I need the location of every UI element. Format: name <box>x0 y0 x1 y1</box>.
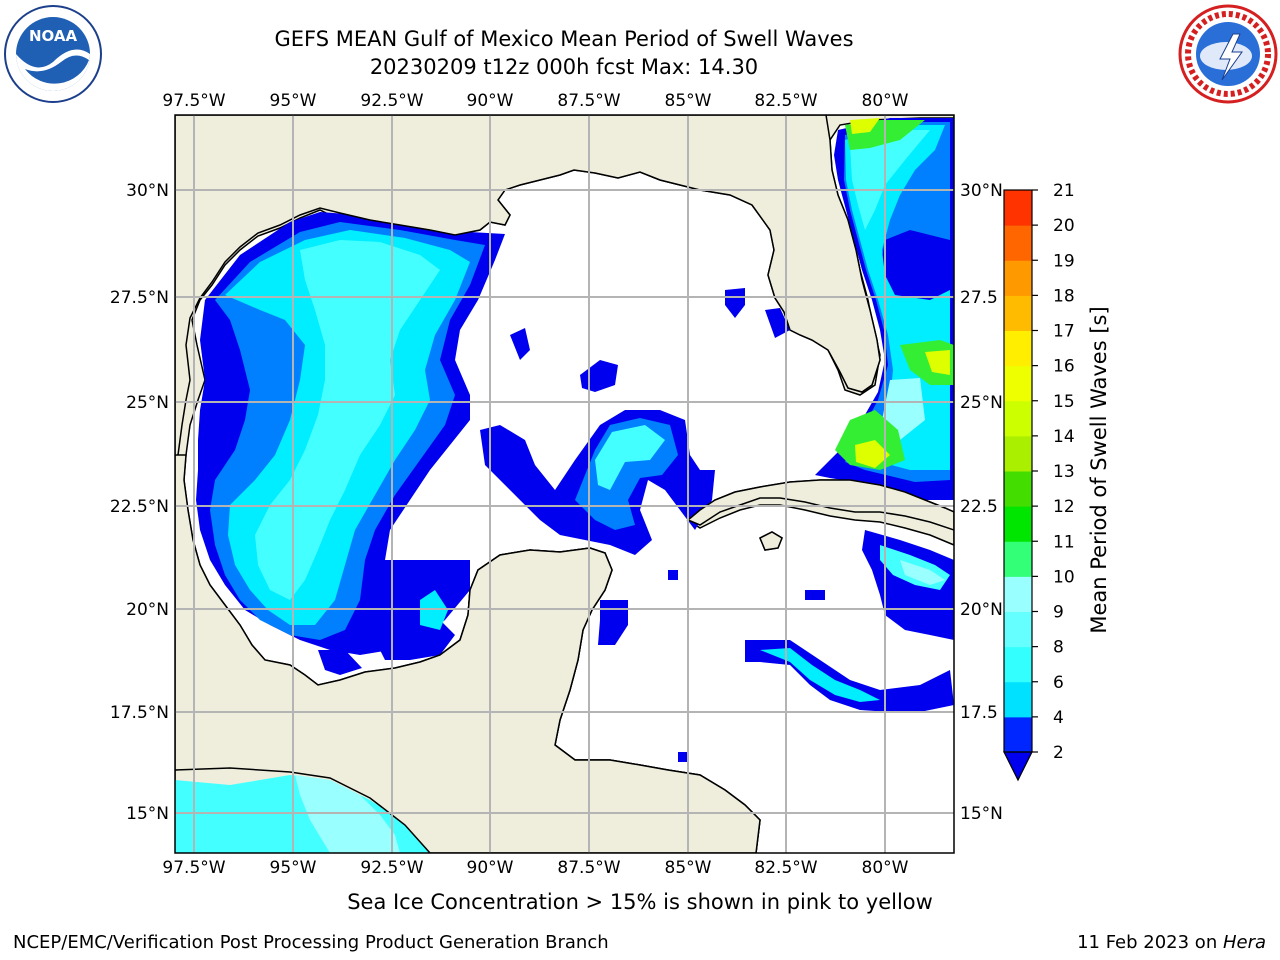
lon-tick-label-bottom: 87.5°W <box>557 858 620 878</box>
lat-tick-label-right: 17.5 <box>960 703 998 723</box>
lon-tick-label-top: 87.5°W <box>557 91 620 111</box>
colorbar-tick-label: 11 <box>1053 532 1075 552</box>
colorbar: 2 4 6 8 9 10 11 12 13 14 15 16 17 18 19 20 21 <box>1003 181 1075 782</box>
lon-tick-label-bottom: 92.5°W <box>360 858 423 878</box>
lon-tick-label-bottom: 80°W <box>862 858 909 878</box>
lat-tick-label-left: 22.5°N <box>110 497 169 517</box>
lat-tick-label-right: 15°N <box>960 804 1003 824</box>
colorbar-segment <box>1004 576 1032 612</box>
footer-machine: Hera <box>1222 932 1266 953</box>
colorbar-tick-label: 19 <box>1053 251 1075 271</box>
footer-credit: NCEP/EMC/Verification Post Processing Pr… <box>13 932 609 953</box>
lon-tick-label-bottom: 82.5°W <box>754 858 817 878</box>
lon-tick-label-bottom: 90°W <box>467 858 514 878</box>
colorbar-segment <box>1004 435 1032 472</box>
colorbar-segment <box>1004 611 1032 648</box>
noaa-logo: NOAA <box>4 5 102 103</box>
lat-tick-label-left: 17.5°N <box>110 703 169 723</box>
lon-tick-label-bottom: 95°W <box>270 858 317 878</box>
colorbar-tick-label: 9 <box>1053 603 1064 623</box>
lon-tick-label-top: 82.5°W <box>754 91 817 111</box>
colorbar-tick-label: 15 <box>1053 392 1075 412</box>
colorbar-segment <box>1004 681 1032 718</box>
colorbar-tick-label: 20 <box>1053 216 1075 236</box>
lat-tick-label-left: 27.5°N <box>110 288 169 308</box>
map-subtitle: 20230209 t12z 000h fcst Max: 14.30 <box>369 55 759 79</box>
lat-tick-label-left: 25°N <box>126 393 169 413</box>
colorbar-tick-label: 10 <box>1053 567 1075 587</box>
colorbar-segment <box>1004 646 1032 683</box>
lat-tick-label-left: 15°N <box>126 804 169 824</box>
colorbar-tick-label: 4 <box>1053 708 1064 728</box>
colorbar-segment <box>1004 716 1032 753</box>
lat-tick-label-right: 20°N <box>960 600 1003 620</box>
colorbar-extend <box>1003 751 1033 782</box>
colorbar-segment <box>1004 295 1032 331</box>
footer-date: 11 Feb 2023 on Hera <box>1077 932 1266 953</box>
colorbar-segment <box>1004 225 1032 261</box>
colorbar-tick-label: 21 <box>1053 181 1075 201</box>
colorbar-segment <box>1004 260 1032 296</box>
colorbar-segment <box>1004 400 1032 437</box>
swell-field <box>175 118 954 853</box>
lon-tick-label-bottom: 85°W <box>665 858 712 878</box>
graticule <box>175 115 954 853</box>
colorbar-tick-label: 16 <box>1053 357 1075 377</box>
lon-tick-label-top: 90°W <box>467 91 514 111</box>
lon-tick-label-top: 95°W <box>270 91 317 111</box>
colorbar-label: Mean Period of Swell Waves [s] <box>1087 306 1111 633</box>
colorbar-tick-label: 14 <box>1053 427 1075 447</box>
map-frame <box>174 114 955 854</box>
lon-tick-label-top: 80°W <box>862 91 909 111</box>
lat-tick-label-right: 30°N <box>960 181 1003 201</box>
lon-tick-label-top: 92.5°W <box>360 91 423 111</box>
lat-tick-label-right: 22.5 <box>960 497 998 517</box>
colorbar-tick-label: 18 <box>1053 286 1075 306</box>
colorbar-segment <box>1004 471 1032 507</box>
colorbar-tick-label: 8 <box>1053 638 1064 658</box>
lat-tick-label-left: 30°N <box>126 181 169 201</box>
footer-date-text: 11 Feb 2023 on <box>1077 932 1223 953</box>
lat-tick-label-right: 27.5 <box>960 288 998 308</box>
nws-logo <box>1178 4 1278 104</box>
map-title: GEFS MEAN Gulf of Mexico Mean Period of … <box>274 27 854 51</box>
colorbar-segment <box>1004 541 1032 577</box>
sea-ice-note: Sea Ice Concentration > 15% is shown in … <box>347 890 933 914</box>
lon-tick-label-top: 97.5°W <box>162 91 225 111</box>
colorbar-segment <box>1004 190 1032 226</box>
colorbar-segment <box>1004 365 1032 402</box>
lat-tick-label-right: 25°N <box>960 393 1003 413</box>
colorbar-segment <box>1004 330 1032 367</box>
tick-labels: 97.5°W 97.5°W 95°W 95°W 92.5°W 92.5°W 90°W 90°W… <box>110 91 1003 878</box>
colorbar-tick-label: 13 <box>1053 462 1075 482</box>
colorbar-tick-label: 12 <box>1053 497 1075 517</box>
lon-tick-label-bottom: 97.5°W <box>162 858 225 878</box>
colorbar-tick-label: 6 <box>1053 673 1064 693</box>
colorbar-tick-label: 2 <box>1053 743 1064 763</box>
lon-tick-label-top: 85°W <box>665 91 712 111</box>
colorbar-tick-label: 17 <box>1053 322 1075 342</box>
colorbar-segment <box>1004 506 1032 542</box>
svg-text:NOAA: NOAA <box>29 27 78 45</box>
lat-tick-label-left: 20°N <box>126 600 169 620</box>
